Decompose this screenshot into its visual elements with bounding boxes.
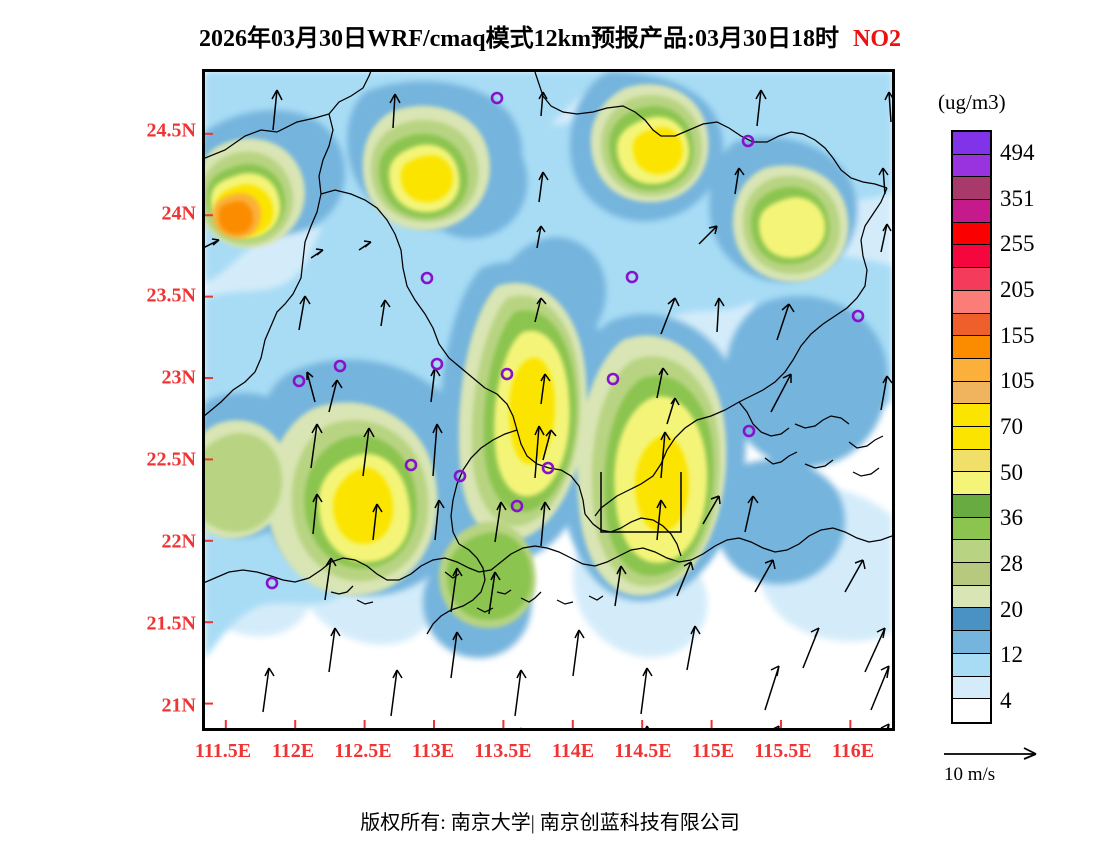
colorbar-swatch	[953, 268, 990, 291]
x-axis-tick-label: 116E	[831, 740, 875, 762]
axis-ticks	[205, 132, 852, 728]
wind-vectors	[205, 89, 892, 728]
colorbar-tick-label: 105	[1000, 368, 1035, 394]
colorbar-swatch	[953, 177, 990, 201]
copyright-footer: 版权所有: 南京大学| 南京创蓝科技有限公司	[360, 812, 740, 834]
y-axis-tick-label: 22.5N	[146, 448, 196, 471]
colorbar-swatch	[953, 336, 990, 359]
wind-arrow-icon	[944, 747, 1037, 760]
colorbar-tick-label: 155	[1000, 322, 1035, 348]
x-axis-tick-label: 112.5E	[334, 740, 392, 762]
colorbar-swatch	[953, 200, 990, 223]
colorbar-swatch	[953, 676, 990, 700]
colorbar-swatch	[953, 495, 990, 518]
colorbar-swatch	[953, 381, 990, 405]
colorbar-tick-label: 205	[1000, 276, 1035, 302]
y-axis-tick-label: 21N	[161, 694, 196, 717]
colorbar-swatch	[953, 517, 990, 541]
colorbar-unit-label: (ug/m3)	[938, 90, 1006, 114]
colorbar-swatch	[953, 563, 990, 586]
colorbar-swatch	[953, 653, 990, 677]
colorbar-swatch	[953, 245, 990, 269]
colorbar-tick-label: 12	[1000, 642, 1023, 668]
colorbar-swatch	[953, 631, 990, 654]
y-axis-tick-label: 21.5N	[146, 612, 196, 635]
colorbar-tick-label: 255	[1000, 231, 1035, 257]
wind-scale-key: 10 m/s	[940, 742, 1090, 792]
x-axis-tick-label: 115E	[691, 740, 735, 762]
colorbar-swatch	[953, 132, 990, 155]
x-axis-tick-label: 113E	[411, 740, 455, 762]
y-axis-tick-label: 22N	[161, 530, 196, 553]
colorbar-swatch	[953, 290, 990, 314]
colorbar-tick-label: 494	[1000, 139, 1035, 165]
colorbar-swatch	[953, 358, 990, 382]
colorbar-tick-label: 351	[1000, 185, 1035, 211]
administrative-boundaries	[205, 72, 892, 635]
station-markers[interactable]	[265, 91, 865, 590]
colorbar-swatch	[953, 404, 990, 427]
x-axis-labels: 111.5E 112E 112.5E 113E 113.5E 114E 114.5E 115E…	[195, 740, 895, 768]
colorbar: (ug/m3) 494 351 255 205 155 105 70 50 36 28 20 12 4	[930, 80, 1100, 740]
x-axis-tick-label: 112E	[271, 740, 315, 762]
colorbar-swatch	[953, 154, 990, 178]
colorbar-swatch	[953, 540, 990, 564]
colorbar-swatch	[953, 426, 990, 450]
x-axis-tick-label: 115.5E	[754, 740, 812, 762]
colorbar-tick-label: 36	[1000, 505, 1023, 531]
wind-scale-label: 10 m/s	[944, 764, 996, 785]
colorbar-gradient[interactable]	[951, 130, 992, 724]
colorbar-tick-label: 70	[1000, 414, 1023, 439]
x-axis-tick-label: 113.5E	[474, 740, 532, 762]
x-axis-tick-label: 111.5E	[194, 740, 252, 762]
concentration-field	[205, 72, 892, 728]
colorbar-swatch	[953, 608, 990, 632]
y-axis-tick-label: 24N	[161, 202, 196, 225]
colorbar-tick-label: 28	[1000, 551, 1023, 577]
colorbar-swatch	[953, 699, 990, 722]
y-axis-tick-label: 23N	[161, 366, 196, 389]
colorbar-swatch	[953, 222, 990, 246]
colorbar-swatch	[953, 585, 990, 609]
y-axis-labels: 24.5N 24N 23.5N 23N 22.5N 22N 21.5N 21N	[110, 69, 196, 731]
y-axis-tick-label: 23.5N	[146, 284, 196, 307]
page-title: 2026年03月30日WRF/cmaq模式12km预报产品:03月30日18时 N…	[0, 18, 1100, 53]
x-axis-tick-label: 114.5E	[614, 740, 672, 762]
map-canvas	[205, 72, 892, 728]
colorbar-swatch	[953, 313, 990, 337]
colorbar-tick-label: 20	[1000, 596, 1023, 622]
title-variable-label: NO2	[852, 26, 901, 52]
x-axis-tick-label: 114E	[551, 740, 595, 762]
colorbar-tick-label: 4	[1000, 688, 1012, 714]
colorbar-swatch	[953, 449, 990, 473]
y-axis-tick-label: 24.5N	[146, 119, 196, 142]
title-main-text: 2026年03月30日WRF/cmaq模式12km预报产品:03月30日18时	[199, 26, 839, 52]
colorbar-tick-labels: 494 351 255 205 155 105 70 50 36 28 20 12 4	[996, 130, 1096, 724]
colorbar-tick-label: 50	[1000, 459, 1023, 485]
map-plot-area[interactable]	[202, 69, 895, 731]
colorbar-swatch	[953, 472, 990, 495]
